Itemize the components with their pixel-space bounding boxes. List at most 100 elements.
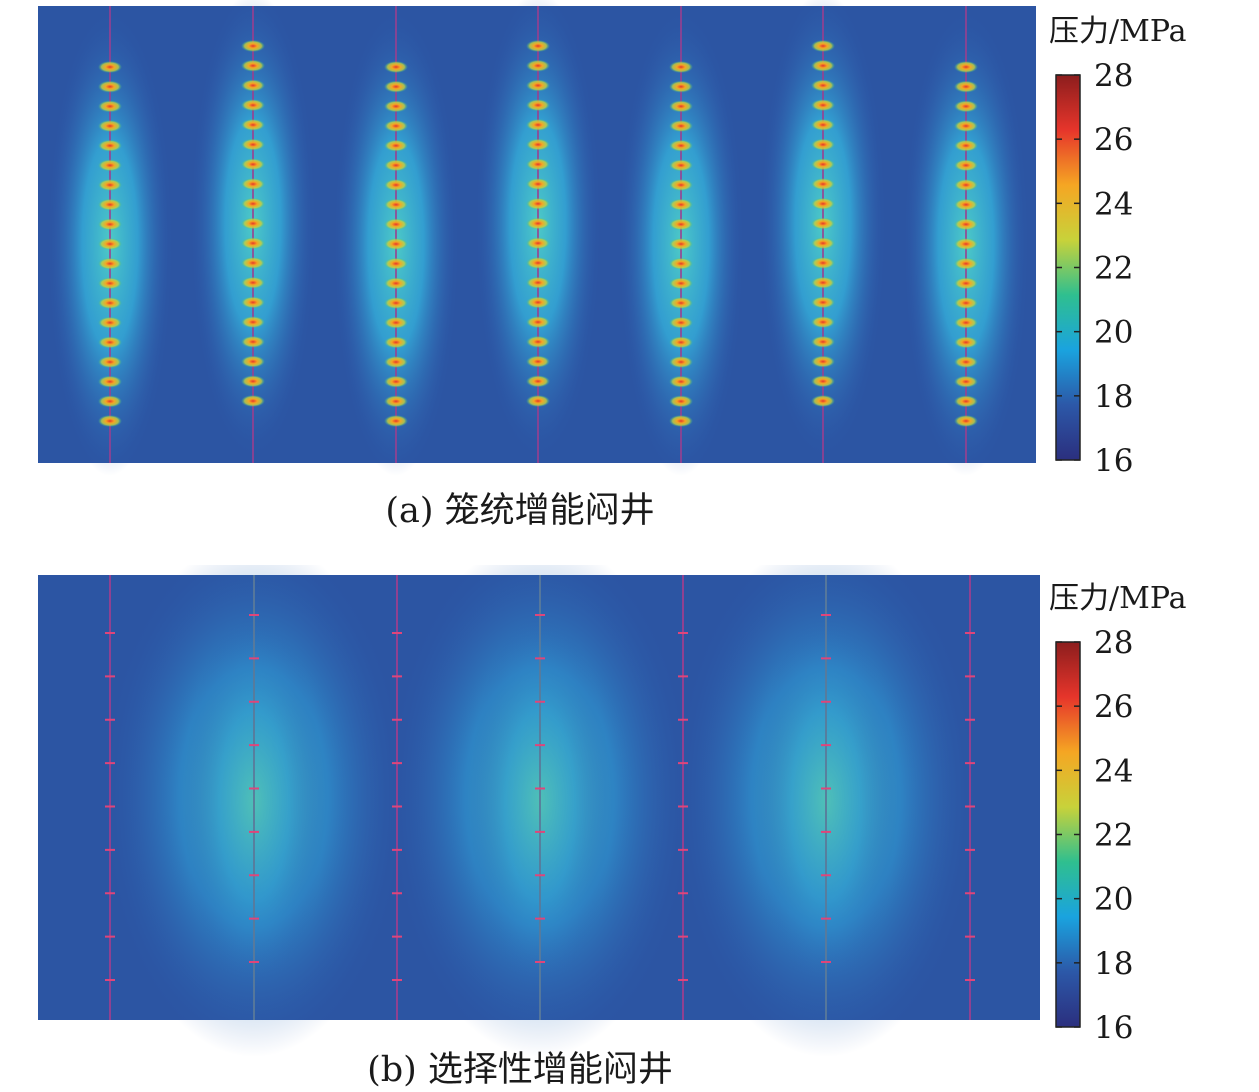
frac-point	[384, 120, 408, 132]
frac-point	[98, 415, 122, 427]
frac-point	[98, 159, 122, 172]
frac-point	[954, 257, 978, 270]
frac-point	[98, 198, 122, 211]
frac-point	[526, 158, 550, 171]
frac-point	[526, 178, 550, 191]
colorbar-tick-label: 18	[1094, 379, 1133, 415]
frac-point	[98, 139, 122, 152]
pressure-map-a: 28 26 24 22 20 18 16	[38, 0, 1133, 479]
frac-point	[98, 100, 122, 113]
frac-point	[384, 238, 408, 250]
panel-a: 28 26 24 22 20 18 16 压力/MPa (a) 笼统增能闷井	[0, 0, 1259, 545]
colorbar-tick-label: 22	[1094, 818, 1133, 854]
frac-point	[241, 256, 265, 269]
frac-point	[526, 59, 550, 72]
frac-point	[811, 355, 835, 368]
frac-point	[954, 218, 978, 231]
frac-point	[811, 178, 835, 191]
frac-point	[669, 375, 693, 388]
frac-point	[98, 257, 122, 270]
frac-point	[526, 256, 550, 269]
pressure-map-b: 28 26 24 22 20 18 16	[38, 565, 1133, 1057]
frac-point	[98, 336, 122, 349]
frac-point	[384, 218, 408, 231]
frac-point	[811, 375, 835, 388]
frac-point	[811, 217, 835, 230]
frac-point	[98, 395, 122, 408]
frac-point	[954, 179, 978, 191]
frac-point	[384, 415, 408, 427]
frac-point	[526, 118, 550, 131]
colorbar: 28 26 24 22 20 18 16	[1055, 625, 1133, 1046]
frac-point	[241, 375, 265, 388]
frac-point	[526, 79, 550, 92]
frac-point	[241, 217, 265, 230]
frac-point	[241, 178, 265, 191]
frac-point	[669, 238, 693, 250]
colorbar-tick-label: 16	[1094, 1010, 1133, 1046]
frac-point	[241, 197, 265, 210]
frac-point	[526, 237, 550, 250]
colorbar-title: 压力/MPa	[1049, 581, 1187, 616]
frac-point	[384, 316, 408, 329]
colorbar-tick-label: 26	[1094, 689, 1133, 725]
frac-point	[669, 179, 693, 191]
frac-point	[98, 218, 122, 231]
frac-point	[98, 120, 122, 132]
frac-point	[954, 336, 978, 349]
caption-a: (a) 笼统增能闷井	[385, 491, 655, 531]
frac-point	[241, 99, 265, 112]
frac-point	[669, 100, 693, 113]
colorbar-tick-label: 20	[1094, 315, 1133, 351]
frac-point	[811, 237, 835, 250]
frac-point	[669, 415, 693, 427]
frac-point	[669, 61, 693, 73]
frac-point	[811, 138, 835, 151]
frac-point	[526, 40, 550, 52]
frac-point	[954, 120, 978, 132]
frac-point	[384, 375, 408, 388]
frac-point	[954, 100, 978, 113]
frac-point	[669, 277, 693, 290]
frac-point	[811, 335, 835, 348]
frac-point	[669, 356, 693, 368]
frac-point	[384, 80, 408, 93]
frac-point	[384, 257, 408, 270]
frac-point	[241, 59, 265, 72]
frac-point	[954, 198, 978, 211]
frac-point	[384, 139, 408, 152]
frac-point	[954, 297, 978, 309]
frac-point	[98, 179, 122, 191]
caption-b: (b) 选择性增能闷井	[367, 1050, 673, 1090]
frac-point	[954, 238, 978, 250]
frac-point	[811, 79, 835, 92]
colorbar-tick-label: 28	[1094, 625, 1133, 661]
frac-point	[241, 237, 265, 250]
frac-point	[526, 355, 550, 368]
frac-point	[811, 316, 835, 329]
frac-point	[954, 316, 978, 329]
frac-point	[954, 395, 978, 408]
frac-point	[811, 118, 835, 131]
frac-point	[241, 118, 265, 131]
frac-point	[954, 277, 978, 290]
frac-point	[98, 238, 122, 250]
frac-point	[98, 80, 122, 93]
frac-point	[384, 297, 408, 309]
frac-point	[954, 80, 978, 93]
frac-point	[954, 61, 978, 73]
frac-point	[669, 297, 693, 309]
frac-point	[811, 395, 835, 407]
colorbar-tick-label: 22	[1094, 251, 1133, 287]
frac-point	[526, 99, 550, 112]
frac-point	[384, 336, 408, 349]
frac-point	[526, 217, 550, 230]
frac-point	[384, 395, 408, 408]
frac-point	[811, 296, 835, 309]
frac-point	[811, 197, 835, 210]
frac-point	[98, 277, 122, 290]
frac-point	[954, 415, 978, 427]
frac-point	[669, 80, 693, 93]
colorbar-tick-label: 24	[1094, 186, 1133, 222]
frac-point	[669, 159, 693, 172]
